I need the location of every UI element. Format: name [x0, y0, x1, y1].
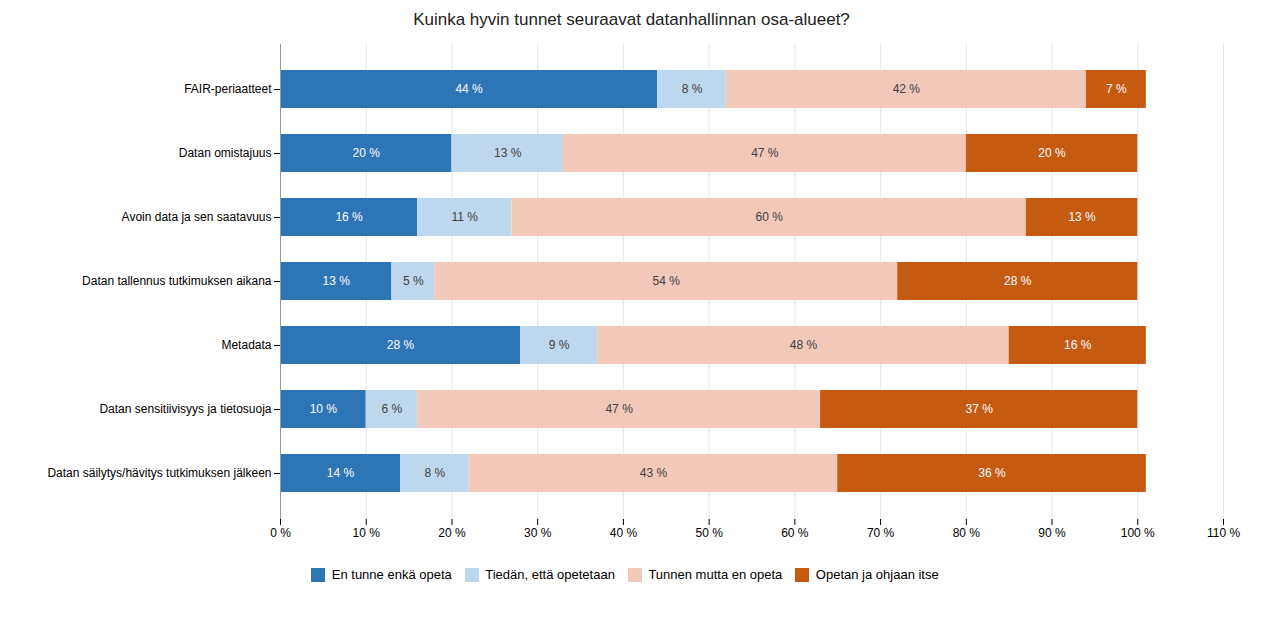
- html-text:Kuinka hyvin tunnet seuraavat: Kuinka hyvin tunnet seuraavat datanhalli…: [413, 10, 850, 29]
- svg-text:Datan omistajuus: Datan omistajuus: [179, 146, 272, 160]
- svg-text:13 %: 13 %: [494, 146, 522, 160]
- svg-text:20 %: 20 %: [1038, 146, 1066, 160]
- svg-text:Datan tallennus tutkimuksen ai: Datan tallennus tutkimuksen aikana: [82, 274, 272, 288]
- svg-text:20 %: 20 %: [438, 526, 466, 540]
- svg-text:28 %: 28 %: [387, 338, 415, 352]
- svg-text:42 %: 42 %: [893, 82, 921, 96]
- svg-text:FAIR-periaatteet: FAIR-periaatteet: [184, 82, 272, 96]
- html-text:Tunnen mutta en opeta: Tunnen mutta en opeta: [648, 567, 783, 582]
- svg-text:70 %: 70 %: [867, 526, 895, 540]
- svg-text:Avoin data ja sen saatavuus: Avoin data ja sen saatavuus: [122, 210, 272, 224]
- svg-text:7 %: 7 %: [1106, 82, 1127, 96]
- svg-text:54 %: 54 %: [653, 274, 681, 288]
- svg-text:16 %: 16 %: [335, 210, 363, 224]
- svg-text:28 %: 28 %: [1004, 274, 1032, 288]
- svg-text:43 %: 43 %: [640, 466, 668, 480]
- svg-text:36 %: 36 %: [978, 466, 1006, 480]
- svg-text:14 %: 14 %: [327, 466, 355, 480]
- svg-text:6 %: 6 %: [382, 402, 403, 416]
- html-text:En tunne enkä opeta: En tunne enkä opeta: [331, 567, 452, 582]
- svg-text:47 %: 47 %: [751, 146, 779, 160]
- svg-text:60 %: 60 %: [781, 526, 809, 540]
- svg-text:60 %: 60 %: [755, 210, 783, 224]
- svg-text:50 %: 50 %: [695, 526, 723, 540]
- svg-text:13 %: 13 %: [323, 274, 351, 288]
- svg-text:110 %: 110 %: [1207, 526, 1240, 540]
- svg-text:Metadata: Metadata: [221, 338, 271, 352]
- svg-text:8 %: 8 %: [682, 82, 703, 96]
- svg-text:5 %: 5 %: [403, 274, 424, 288]
- svg-text:16 %: 16 %: [1064, 338, 1092, 352]
- svg-text:10 %: 10 %: [310, 402, 338, 416]
- svg-text:30 %: 30 %: [524, 526, 552, 540]
- svg-text:48 %: 48 %: [790, 338, 818, 352]
- svg-text:Datan säilytys/hävitys tutkimu: Datan säilytys/hävitys tutkimuksen jälke…: [47, 466, 271, 480]
- svg-text:Datan sensitiivisyys ja tietos: Datan sensitiivisyys ja tietosuoja: [99, 402, 271, 416]
- svg-text:100 %: 100 %: [1121, 526, 1155, 540]
- html-text:Opetan ja ohjaan itse: Opetan ja ohjaan itse: [815, 567, 939, 582]
- svg-text:20 %: 20 %: [353, 146, 381, 160]
- svg-text:8 %: 8 %: [424, 466, 445, 480]
- svg-text:13 %: 13 %: [1068, 210, 1096, 224]
- svg-text:11 %: 11 %: [452, 210, 479, 224]
- svg-text:44 %: 44 %: [455, 82, 483, 96]
- svg-text:10 %: 10 %: [353, 526, 381, 540]
- svg-text:80 %: 80 %: [953, 526, 981, 540]
- svg-text:40 %: 40 %: [610, 526, 638, 540]
- html-text:Tiedän, että opetetaan: Tiedän, että opetetaan: [485, 567, 615, 582]
- svg-text:90 %: 90 %: [1038, 526, 1066, 540]
- svg-text:9 %: 9 %: [549, 338, 570, 352]
- svg-text:0 %: 0 %: [270, 526, 291, 540]
- svg-text:47 %: 47 %: [605, 402, 633, 416]
- svg-text:37 %: 37 %: [965, 402, 993, 416]
